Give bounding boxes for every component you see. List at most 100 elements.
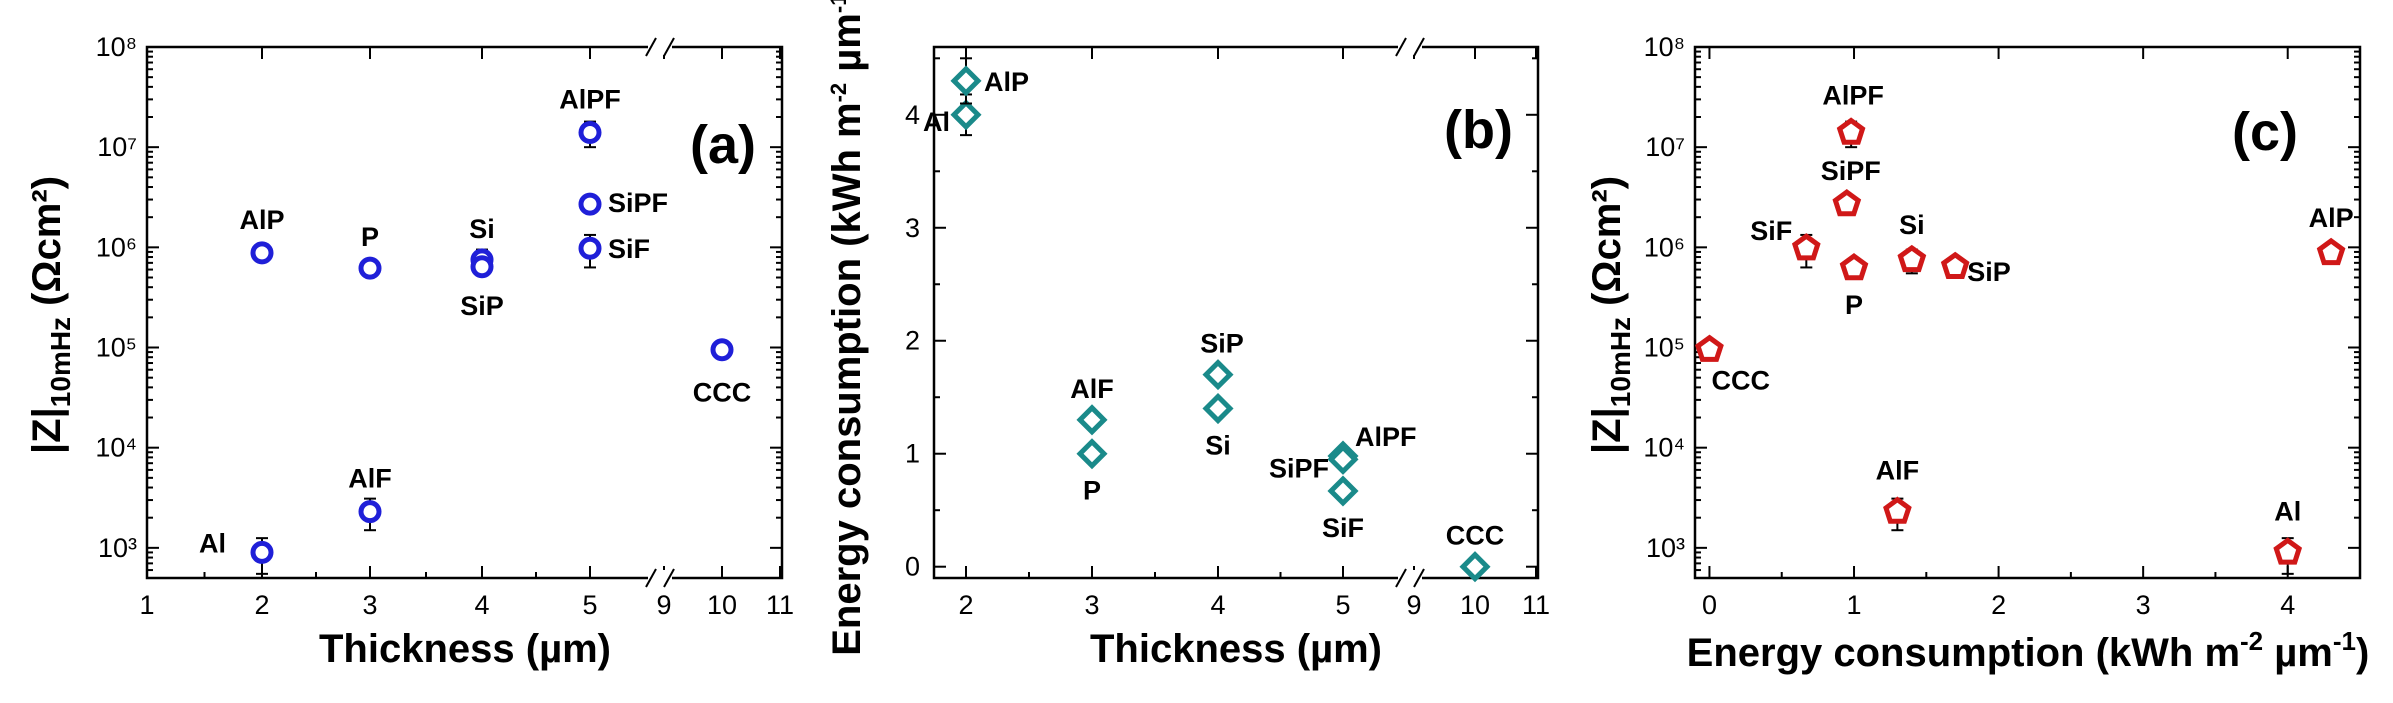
point-label: Al [923, 107, 950, 137]
y-axis-label-unit: (Ωcm²) [1585, 176, 1629, 317]
x-axis-label: Thickness (µm) [319, 627, 611, 671]
y-tick-label: 10⁸ [96, 32, 137, 62]
point-label: Al [199, 528, 226, 558]
x-tick-label: 0 [1702, 590, 1717, 620]
data-point-CCC [1695, 334, 1724, 362]
data-point-SiP [470, 255, 494, 279]
y-tick-label: 10⁵ [96, 333, 137, 363]
point-label: SiF [1750, 216, 1792, 246]
y-tick-label: 10³ [98, 533, 137, 563]
data-point-SiF [1791, 233, 1821, 261]
y-tick-label: 4 [905, 100, 920, 130]
point-label: AlPF [559, 85, 621, 115]
x-tick-label: 1 [1847, 590, 1862, 620]
point-label: CCC [1711, 366, 1770, 396]
y-axis-label-sub: 10mHz [1605, 317, 1636, 407]
axis-break-slash [1395, 37, 1407, 57]
point-label: AlPF [1822, 81, 1884, 111]
x-tick-label: 4 [2280, 590, 2295, 620]
y-tick-label: 10⁶ [1644, 232, 1685, 262]
point-label: AlP [984, 67, 1029, 97]
data-point-SiP [1940, 251, 1970, 279]
point-label: SiF [608, 234, 650, 264]
panel-c: 10³ 10⁴ 10⁵ 10⁶ 10⁷ 10⁸ 0 1 2 3 4 Energy consumptio… [1585, 32, 2369, 675]
y-tick-label: 10⁶ [96, 232, 137, 262]
x-tick-label: 4 [1210, 590, 1225, 620]
x-axis-label-end: ) [2356, 631, 2369, 675]
x-tick-label: 9 [656, 590, 671, 620]
point-label: SiPF [1821, 156, 1881, 186]
x-tick-label: 11 [1522, 590, 1550, 620]
data-point-SiF [578, 236, 602, 260]
y-axis-label-main: |Z| [1585, 407, 1629, 454]
x-tick-label: 3 [2136, 590, 2151, 620]
data-point-SiP [1202, 359, 1234, 391]
y-tick-label: 10³ [1646, 533, 1685, 563]
point-label: AlP [2309, 203, 2354, 233]
data-point-SiPF [1327, 443, 1359, 475]
point-label: Al [2274, 496, 2301, 526]
y-axis-label: |Z|10mHz (Ωcm²) [25, 176, 76, 454]
axis-break-slash [1395, 568, 1407, 588]
axis-break-slash [645, 37, 657, 57]
point-label: SiP [1200, 329, 1244, 359]
x-tick-label: 3 [1084, 590, 1099, 620]
data-point-Al [2273, 537, 2303, 565]
x-tick-label: 4 [474, 590, 489, 620]
data-point-AlF [358, 500, 382, 524]
point-label: AlF [348, 464, 392, 494]
axis-break-slash [1413, 37, 1425, 57]
y-tick-label: 10⁴ [95, 433, 137, 463]
y-tick-label: 2 [905, 326, 920, 356]
panel-label-b: (b) [1444, 100, 1513, 160]
x-axis-label: Energy consumption (kWh m-2 µm-1) [1687, 626, 2370, 675]
data-point-P [358, 256, 382, 280]
point-label: SiPF [608, 188, 668, 218]
x-tick-label: 2 [958, 590, 973, 620]
point-label: AlP [239, 205, 284, 235]
y-axis-label-sup2: -1 [826, 0, 851, 13]
axis-break-slash [1413, 568, 1425, 588]
point-label: AlF [1876, 456, 1920, 486]
data-point-SiPF [1832, 189, 1862, 217]
x-axis-label: Thickness (µm) [1090, 627, 1382, 671]
y-tick-label: 10⁵ [1644, 333, 1685, 363]
x-tick-label: 11 [766, 590, 794, 620]
x-axis-label-sup2: -1 [2333, 626, 2356, 656]
data-point-Si [1897, 244, 1927, 273]
y-tick-label: 1 [905, 439, 920, 469]
panel-a: 10³ 10⁴ 10⁵ 10⁶ 10⁷ 10⁸ 1 2 3 4 5 9 10 11 Thickness (µ… [25, 32, 794, 671]
point-label: Si [1899, 210, 1925, 240]
data-point-CCC [710, 338, 734, 362]
x-tick-label: 2 [1991, 590, 2006, 620]
y-tick-label: 0 [905, 552, 920, 582]
y-axis-label-main: Energy consumption (kWh m [825, 102, 869, 655]
axis-break-slash [663, 37, 675, 57]
plot-frame [1693, 45, 2362, 580]
y-tick-label: 3 [905, 213, 920, 243]
point-label: P [1845, 290, 1863, 320]
y-axis-label: Energy consumption (kWh m-2 µm-1) [825, 0, 869, 656]
data-point-P [1076, 438, 1108, 470]
x-axis-label-mid: µm [2263, 631, 2333, 675]
point-label: SiF [1322, 513, 1364, 543]
point-label: Si [1205, 431, 1231, 461]
point-label: AlPF [1355, 422, 1417, 452]
x-tick-label: 5 [1335, 590, 1350, 620]
y-axis-label-main: |Z| [25, 407, 69, 454]
x-tick-label: 10 [707, 590, 737, 620]
y-tick-label: 10⁸ [1644, 32, 1685, 62]
panel-b: 0 1 2 3 4 2 3 4 5 9 10 11 Thickness (µm) Energy consu… [825, 0, 1550, 671]
data-point-Si [1202, 392, 1234, 425]
y-axis-label-sub: 10mHz [45, 317, 76, 407]
x-axis-label-main: Energy consumption (kWh m [1687, 631, 2240, 675]
data-point-AlP [250, 241, 274, 265]
data-point-AlPF [578, 121, 602, 145]
data-point-AlF [1076, 404, 1108, 436]
data-point-AlF [1883, 496, 1912, 524]
data-point-Al [950, 99, 982, 131]
x-axis-label-sup: -2 [2240, 626, 2263, 656]
data-point-AlP [2316, 237, 2346, 266]
